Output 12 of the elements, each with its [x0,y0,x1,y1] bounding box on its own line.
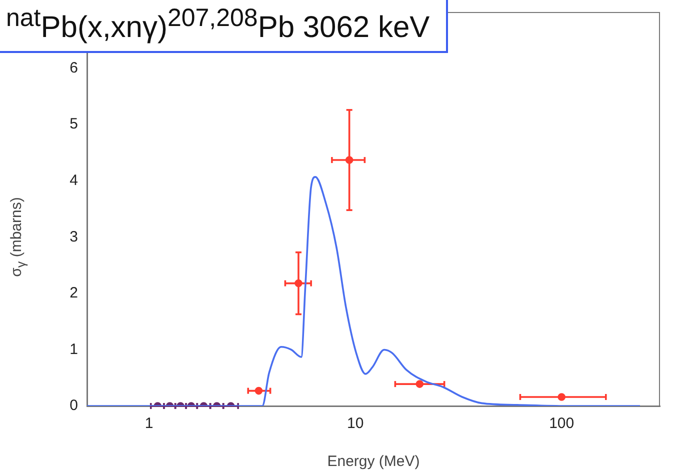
y-tick-label: 5 [70,116,78,133]
y-tick-label: 0 [70,397,78,414]
y-tick-label: 2 [70,284,78,302]
y-tick-label: 6 [70,59,78,76]
x-axis-title: Energy (MeV) [327,453,420,470]
y-tick-label: 4 [70,172,78,189]
x-tick-label: 100 [549,415,574,432]
y-tick-label: 3 [70,228,78,246]
x-tick-label: 10 [346,415,364,432]
chart-title: $^{nat}$Pb(x,xnγ)$^{207,208}$Pb 3062 keV [0,0,448,53]
y-tick-label: 1 [70,340,78,358]
x-tick-label: 1 [144,415,154,432]
